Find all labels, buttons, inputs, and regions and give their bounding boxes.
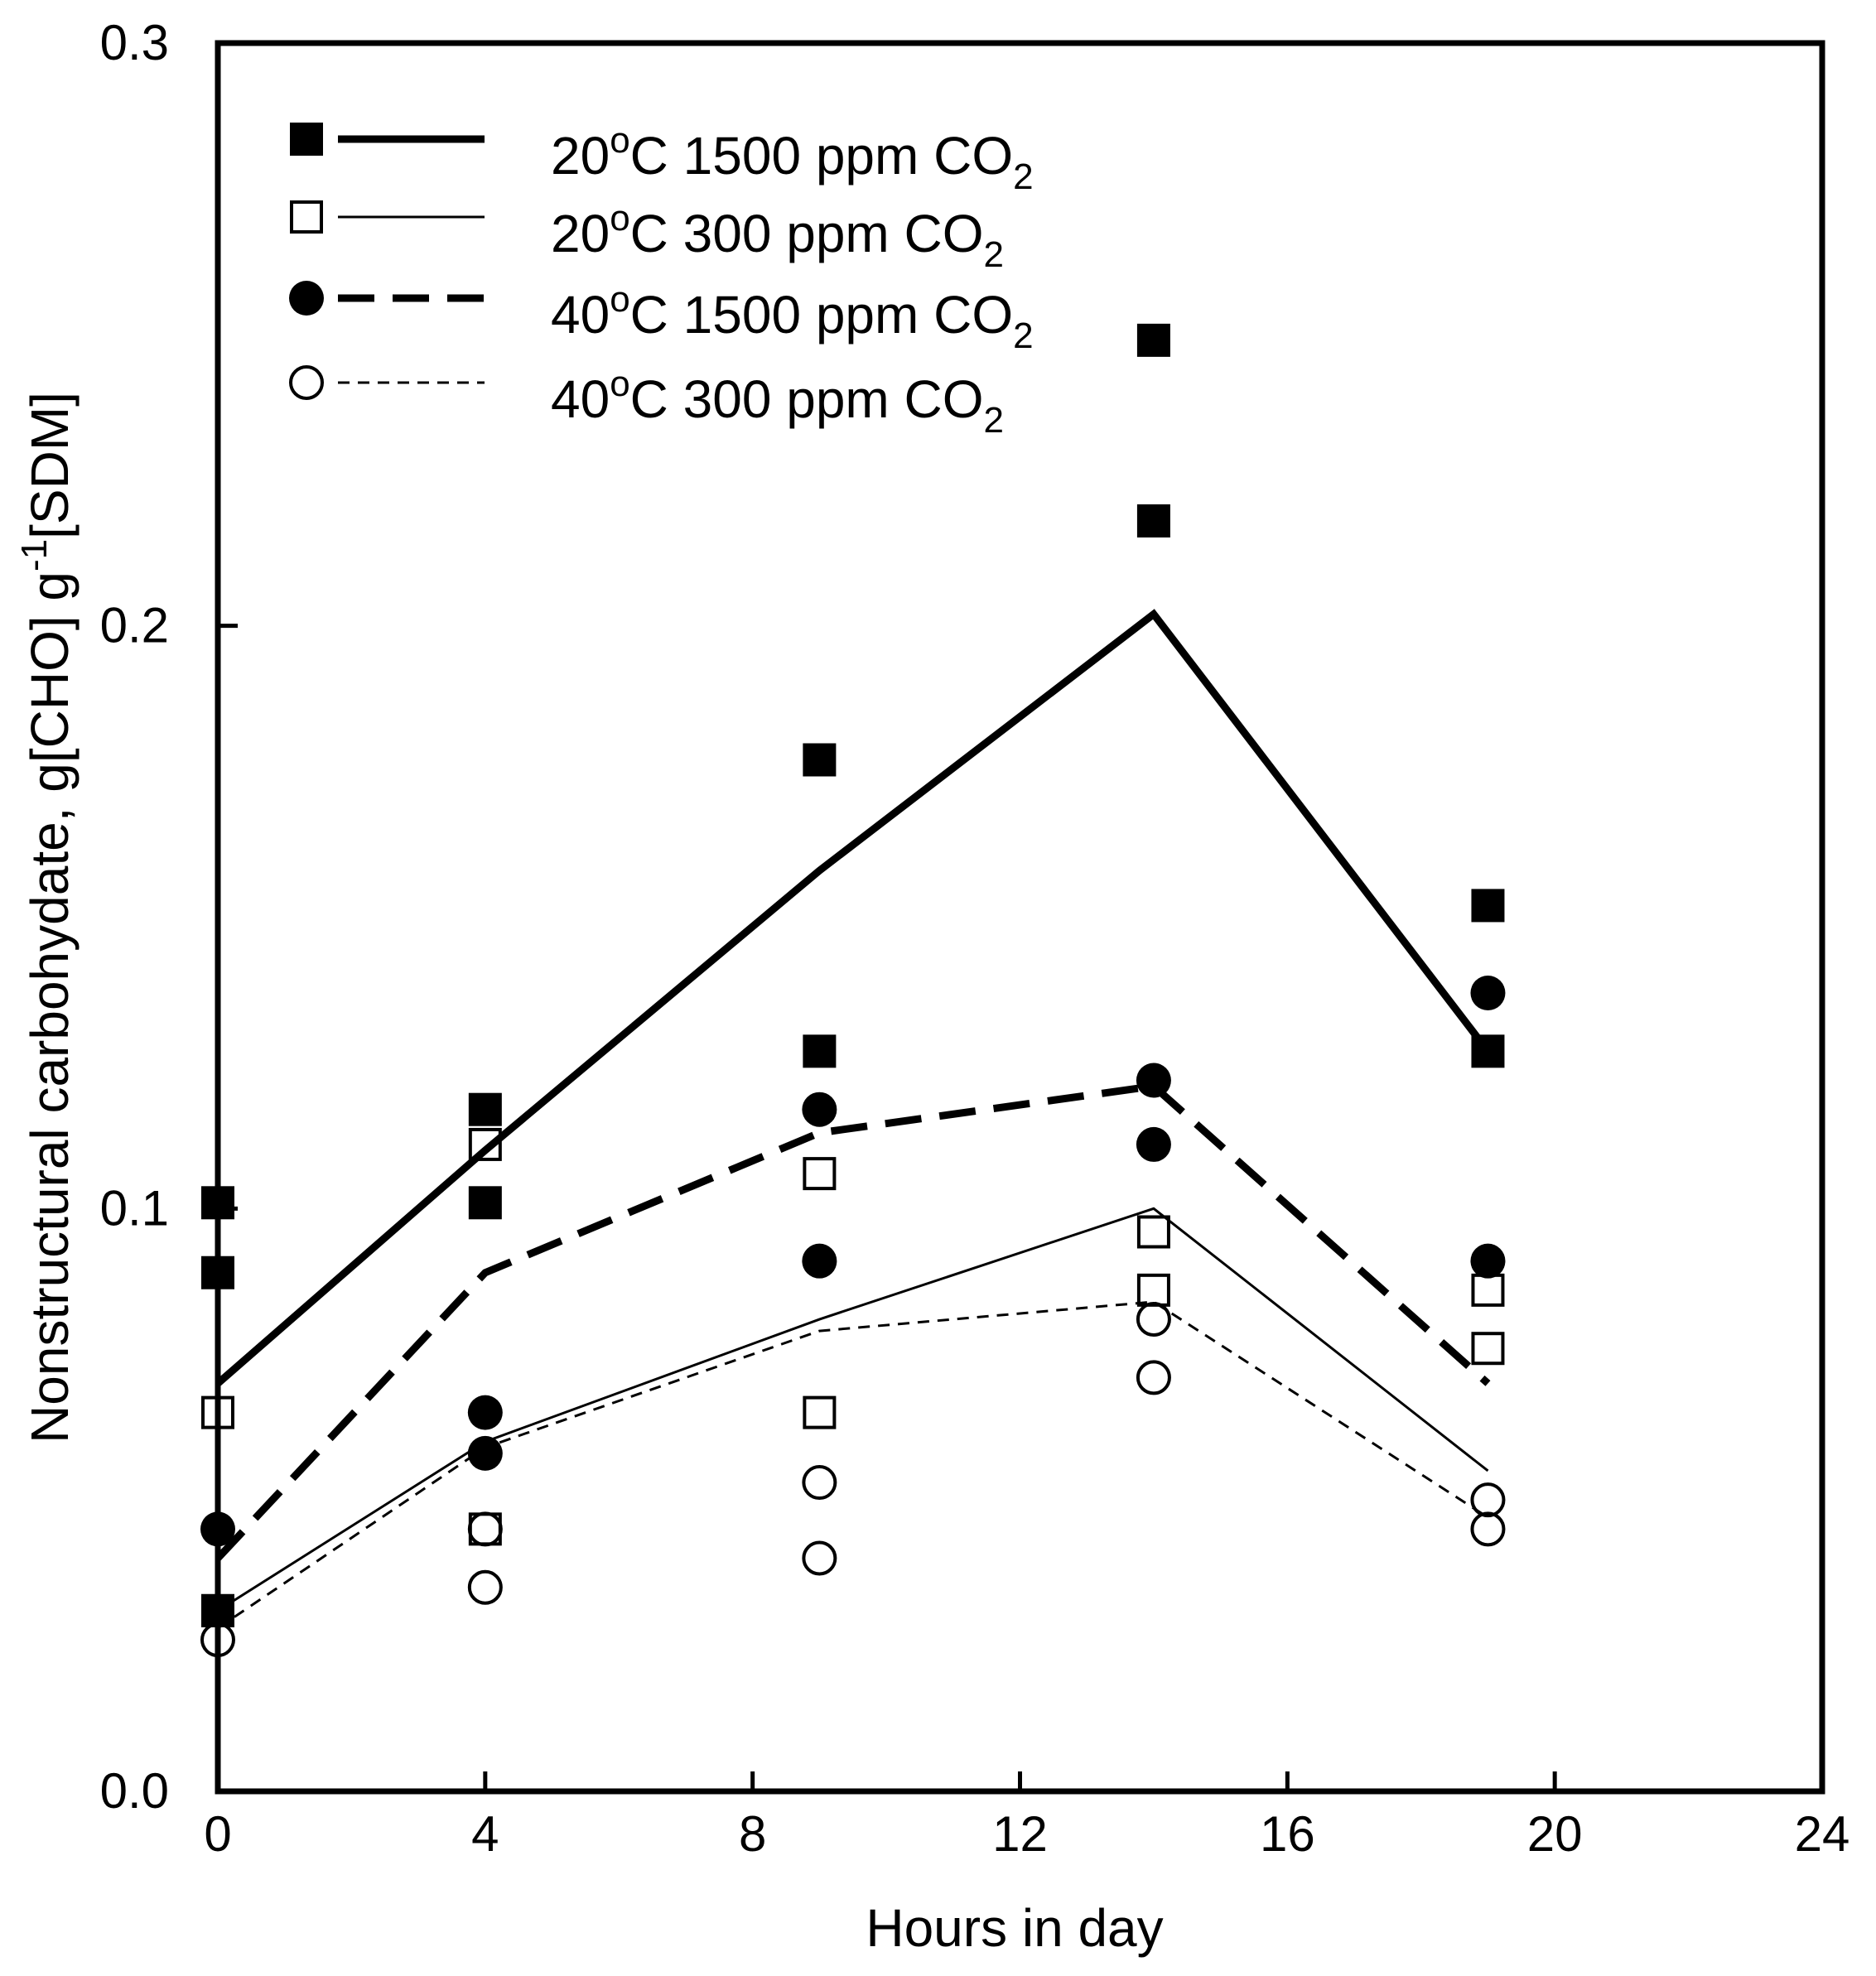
data-point (467, 1511, 503, 1547)
data-point (468, 1512, 502, 1546)
data-point (468, 1092, 502, 1126)
x-tick-label: 24 (1795, 1806, 1850, 1862)
legend-marker (289, 365, 324, 400)
legend-label: 40oC 300 ppm CO2 (551, 364, 1004, 441)
data-point (1470, 975, 1506, 1010)
data-point (1471, 1273, 1505, 1307)
y-axis-title-sup: -1 (14, 539, 55, 571)
plot-frame (215, 40, 1825, 1795)
data-point (1136, 1273, 1170, 1307)
legend-label: 20oC 300 ppm CO2 (551, 198, 1004, 275)
data-point (803, 1157, 837, 1191)
legend-label: 20oC 1500 ppm CO2 (551, 120, 1034, 197)
data-point (1136, 1215, 1170, 1249)
y-tick-label: 0.2 (100, 598, 169, 653)
legend-marker (290, 200, 323, 234)
data-point (802, 1465, 837, 1501)
x-tick-label: 12 (992, 1806, 1048, 1862)
data-point (1136, 1126, 1171, 1162)
legend-item: 40oC 300 ppm CO2 (289, 364, 1004, 441)
data-point (803, 743, 837, 777)
legend-marker (289, 281, 324, 316)
data-point (1470, 1482, 1506, 1518)
data-point (1471, 1332, 1505, 1366)
y-axis-title: Nonstructural carbohydate, g[CHO] g-1[SD… (14, 392, 80, 1443)
data-point (802, 1243, 837, 1279)
data-point (802, 1540, 837, 1576)
legend-item: 20oC 300 ppm CO2 (290, 198, 1004, 275)
y-tick-label: 0.3 (100, 15, 169, 70)
y-axis-title-tail: [SDM] (20, 392, 80, 539)
data-point (1471, 1034, 1505, 1068)
data-point (803, 1395, 837, 1429)
legend-label: 40oC 1500 ppm CO2 (551, 279, 1034, 356)
data-point (467, 1569, 503, 1605)
y-axis-title-main: Nonstructural carbohydate, g[CHO] g (20, 571, 80, 1443)
y-tick-label: 0.0 (100, 1763, 169, 1819)
legend-item: 40oC 1500 ppm CO2 (289, 279, 1034, 356)
data-point (1470, 1243, 1506, 1279)
data-point (803, 1034, 837, 1068)
series-line (217, 1300, 1489, 1630)
data-point (467, 1395, 503, 1430)
data-point (1136, 504, 1170, 538)
data-point (1136, 1302, 1171, 1337)
data-point (468, 1186, 502, 1220)
data-point (467, 1435, 503, 1471)
x-axis-title: Hours in day (866, 1898, 1163, 1958)
data-point (1136, 1063, 1171, 1098)
y-tick-label: 0.1 (100, 1180, 169, 1236)
axes-layer: 0 4 8 12 16 20 24 0.0 0.1 0.2 0.3 (100, 15, 1850, 1862)
x-tick-label: 4 (471, 1806, 499, 1862)
x-tick-label: 20 (1527, 1806, 1583, 1862)
legend-item: 20oC 1500 ppm CO2 (290, 120, 1034, 197)
legend-marker (290, 123, 323, 156)
series-line (215, 609, 1492, 1386)
x-tick-label: 16 (1260, 1806, 1315, 1862)
series-line (217, 1207, 1489, 1612)
data-point (1136, 323, 1170, 357)
x-tick-label: 0 (204, 1806, 231, 1862)
data-point (802, 1092, 837, 1127)
data-point (468, 1127, 502, 1161)
series-layer (200, 323, 1506, 1658)
data-point (1470, 1511, 1506, 1547)
data-point (1136, 1360, 1171, 1395)
x-tick-label: 8 (739, 1806, 766, 1862)
data-point (1471, 889, 1505, 923)
